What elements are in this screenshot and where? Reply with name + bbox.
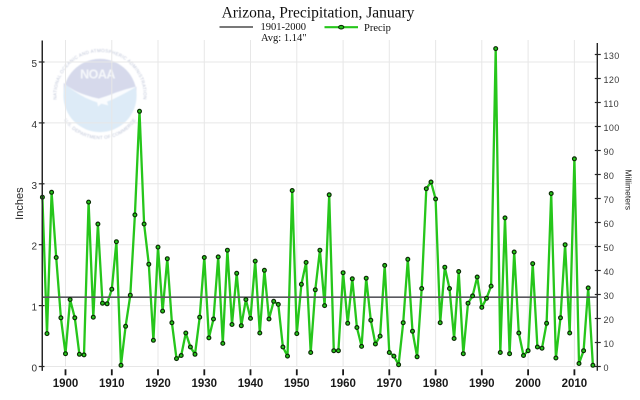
- svg-text:10: 10: [604, 339, 615, 349]
- svg-text:1980: 1980: [423, 378, 449, 390]
- svg-text:1940: 1940: [238, 378, 264, 390]
- svg-text:100: 100: [604, 123, 620, 133]
- svg-text:1910: 1910: [99, 378, 125, 390]
- svg-text:90: 90: [604, 147, 615, 157]
- svg-text:4: 4: [31, 120, 37, 131]
- svg-text:40: 40: [604, 267, 615, 277]
- svg-text:1970: 1970: [377, 378, 403, 390]
- svg-text:30: 30: [604, 291, 615, 301]
- svg-text:3: 3: [31, 181, 37, 192]
- svg-text:130: 130: [604, 51, 620, 61]
- svg-text:0: 0: [604, 363, 609, 373]
- svg-text:1: 1: [31, 303, 37, 314]
- svg-text:110: 110: [604, 99, 620, 109]
- svg-text:1920: 1920: [145, 378, 171, 390]
- svg-text:1900: 1900: [53, 378, 79, 390]
- svg-text:1930: 1930: [192, 378, 218, 390]
- svg-text:2010: 2010: [562, 378, 588, 390]
- svg-text:50: 50: [604, 243, 615, 253]
- svg-text:Avg: 1.14": Avg: 1.14": [261, 33, 307, 44]
- svg-text:NOAA: NOAA: [80, 68, 115, 82]
- svg-text:1950: 1950: [284, 378, 310, 390]
- svg-text:60: 60: [604, 219, 615, 229]
- svg-text:Inches: Inches: [14, 187, 26, 220]
- svg-text:80: 80: [604, 171, 615, 181]
- svg-text:Precip: Precip: [364, 23, 391, 34]
- svg-text:Arizona, Precipitation, Januar: Arizona, Precipitation, January: [222, 4, 415, 21]
- svg-text:1990: 1990: [469, 378, 495, 390]
- svg-text:20: 20: [604, 315, 615, 325]
- svg-text:70: 70: [604, 195, 615, 205]
- svg-text:0: 0: [31, 364, 37, 375]
- svg-text:120: 120: [604, 75, 620, 85]
- svg-text:Millimeters: Millimeters: [624, 169, 634, 210]
- svg-text:2: 2: [31, 242, 37, 253]
- svg-text:5: 5: [31, 59, 37, 70]
- svg-text:1901-2000: 1901-2000: [261, 22, 307, 33]
- svg-text:2000: 2000: [515, 378, 541, 390]
- svg-text:1960: 1960: [330, 378, 356, 390]
